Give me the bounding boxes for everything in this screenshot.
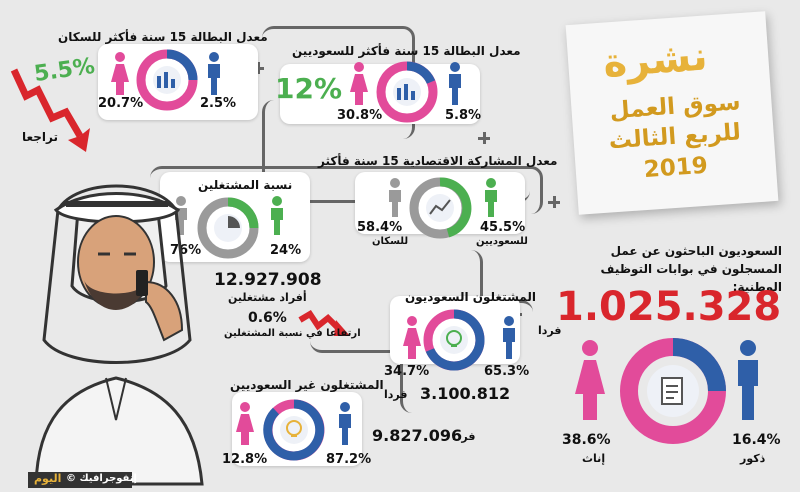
job-seekers-male-label: ذكور: [740, 452, 766, 465]
saudi-employed-female: 34.7%: [384, 364, 430, 379]
unemployment-saudi-male: 5.8%: [445, 108, 482, 123]
employed-increase: 0.6%: [248, 310, 287, 326]
connector-line: [150, 166, 543, 214]
non-saudi-employed-unit: فردا: [452, 430, 476, 443]
unemployment-change-label: تراجعا: [22, 130, 59, 144]
employed-count-label: أفراد مشتغلين: [228, 291, 307, 304]
unemployment-all-female: 20.7%: [98, 96, 144, 111]
participation-pop-label: للسكان: [372, 236, 409, 247]
saudi-employed-male: 65.3%: [484, 364, 530, 379]
unemployment-saudi-donut: [376, 61, 438, 123]
plus-mark: [548, 196, 560, 208]
non-saudi-employed-male: 87.2%: [326, 452, 372, 467]
man-on-phone-illustration: [34, 184, 204, 486]
plus-mark: [252, 62, 264, 74]
credit-text: إنفوجرافيك ©: [66, 473, 137, 484]
person-green-icon: [485, 178, 497, 217]
participation-saudi-label: للسعوديين: [476, 236, 528, 247]
person-green-icon: [271, 196, 283, 235]
job-seekers-female-label: إناث: [582, 452, 606, 465]
trend-up-icon: [298, 309, 350, 336]
employed-increase-label: ارتفاعا في نسبة المشتغلين: [224, 328, 361, 339]
unemployment-saudi-total: 12%: [275, 72, 343, 105]
notice-quarter: للربع الثالث: [607, 119, 742, 155]
female-icon: [575, 340, 605, 420]
participation-donut: [409, 177, 472, 239]
male-icon: [449, 62, 461, 105]
job-seekers-unit: فردا: [538, 324, 562, 337]
credit-bar: [28, 472, 132, 488]
male-icon: [503, 316, 515, 359]
person-gray-icon: [389, 178, 401, 217]
employed-count: 12.927.908: [214, 270, 322, 290]
credit-brand: اليوم: [34, 472, 62, 485]
female-icon: [350, 62, 368, 105]
male-icon: [208, 52, 220, 95]
participation-saudi: 45.5%: [480, 220, 526, 235]
job-seekers-count: 1.025.328: [556, 284, 782, 330]
unemployment-saudi-title: معدل البطالة 15 سنة فأكثر للسعوديين: [292, 44, 521, 58]
non-saudi-employed-count: 9.827.096: [372, 426, 463, 445]
saudi-employed-donut: [423, 309, 485, 371]
male-icon: [339, 402, 351, 445]
notice-title: نشرة: [601, 33, 709, 87]
notice-year: 2019: [643, 152, 709, 184]
job-seekers-male: 16.4%: [732, 432, 781, 448]
non-saudi-employed-donut: [263, 399, 325, 461]
participation-pop: 58.4%: [357, 220, 403, 235]
female-icon: [403, 316, 421, 359]
participation-title: معدل المشاركة الاقتصادية 15 سنة فأكثر: [318, 154, 558, 168]
non-saudi-employed-female: 12.8%: [222, 452, 268, 467]
unemployment-all-donut: [136, 49, 198, 111]
unemployment-all-title: معدل البطالة 15 سنة فأكثر للسكان: [58, 30, 268, 44]
plus-mark: [478, 132, 490, 144]
trend-down-icon: [10, 68, 90, 152]
employed-ratio-b: 76%: [170, 243, 202, 258]
female-icon: [236, 402, 254, 445]
job-seekers-title: السعوديون الباحثون عن عمل المسجلون في بو…: [600, 244, 782, 294]
unemployment-saudi-female: 30.8%: [337, 108, 383, 123]
employed-ratio-a: 24%: [270, 243, 302, 258]
notice-card: نشرة سوق العمل للربع الثالث 2019: [565, 11, 779, 215]
job-seekers-female: 38.6%: [562, 432, 611, 448]
female-icon: [111, 52, 129, 95]
saudi-employed-unit: فردا: [384, 388, 408, 401]
notice-subtitle: سوق العمل: [608, 89, 742, 125]
employed-ratio-title: نسبة المشتغلين: [198, 178, 293, 192]
job-seekers-donut: [620, 338, 726, 444]
saudi-employed-title: المشتغلون السعوديون: [405, 290, 536, 304]
employed-ratio-donut: [197, 197, 259, 259]
saudi-employed-count: 3.100.812: [420, 384, 511, 403]
unemployment-all-male: 2.5%: [200, 96, 237, 111]
non-saudi-employed-title: المشتغلون غير السعوديين: [230, 378, 384, 392]
male-icon: [738, 340, 758, 420]
